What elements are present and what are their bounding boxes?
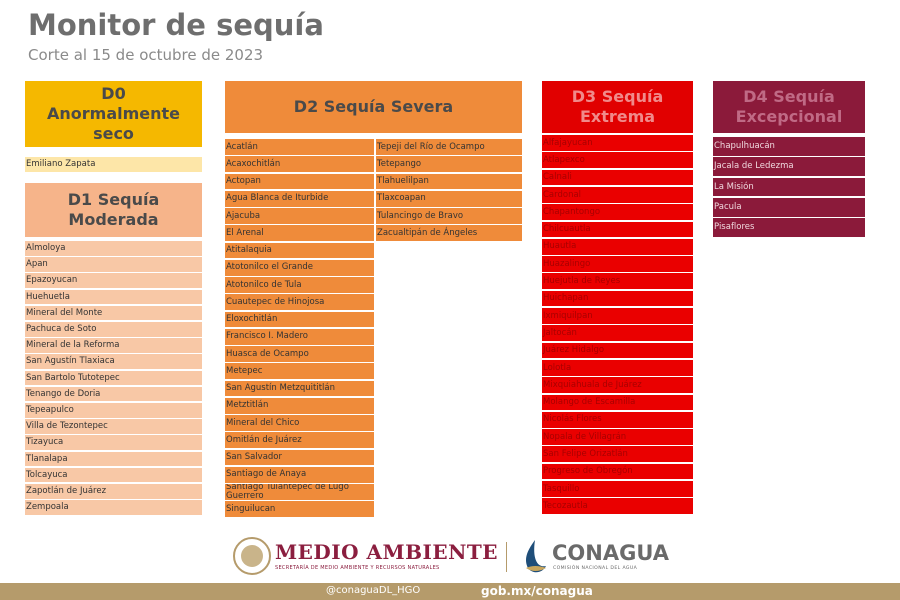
municipality: Pacula xyxy=(713,197,865,217)
emblem xyxy=(233,537,271,575)
divider xyxy=(506,542,507,572)
municipality: Acaxochitlán xyxy=(225,156,374,172)
municipality: Chapulhuacán xyxy=(713,137,865,156)
brand-subtitle: SECRETARÍA DE MEDIO AMBIENTE Y RECURSOS … xyxy=(275,565,440,571)
municipality: Zapotlán de Juárez xyxy=(25,484,202,499)
municipality: Tecozautla xyxy=(542,498,693,515)
municipality: Cardonal xyxy=(542,186,693,203)
category-header: D4 Sequía Excepcional xyxy=(713,81,865,133)
municipality: Tlanalapa xyxy=(25,451,202,467)
municipality: Zacualtipán de Ángeles xyxy=(376,225,522,241)
municipality: Nicolás Flores xyxy=(542,411,693,428)
category-header: D2 Sequía Severa xyxy=(225,81,522,133)
municipality: Zempoala xyxy=(25,500,202,515)
municipality: Acatlán xyxy=(225,139,374,155)
agency: CONAGUA xyxy=(552,541,669,565)
municipality: Mineral del Chico xyxy=(225,415,374,431)
municipality: Epazoyucan xyxy=(25,273,202,289)
municipality: Mineral del Monte xyxy=(25,305,202,321)
municipality: Tenango de Doria xyxy=(25,386,202,402)
municipality: Huasca de Ocampo xyxy=(225,346,374,362)
brand: MEDIO AMBIENTE xyxy=(275,540,499,564)
municipality: Huazalingo xyxy=(542,256,693,272)
website: gob.mx/conagua xyxy=(481,584,593,598)
municipality: Santiago Tulantepec de Lugo Guerrero xyxy=(225,484,374,500)
municipality: El Arenal xyxy=(225,225,374,241)
municipality: Emiliano Zapata xyxy=(25,157,202,172)
municipality: San Felipe Orizatlán xyxy=(542,446,693,463)
municipality: Singuilucan xyxy=(225,501,374,517)
municipality: Jacala de Ledezma xyxy=(713,157,865,177)
municipality: Alfajayucan xyxy=(542,135,693,151)
municipality: Huautla xyxy=(542,238,693,255)
municipality: Tepeapulco xyxy=(25,403,202,418)
municipality: Pisaflores xyxy=(713,218,865,237)
municipality: Atotonilco de Tula xyxy=(225,277,374,293)
municipality: Calnali xyxy=(542,169,693,186)
municipality: Villa de Tezontepec xyxy=(25,419,202,434)
municipality: Tlaxcoapan xyxy=(376,190,522,207)
municipality: Ixmiquilpan xyxy=(542,308,693,324)
municipality: Juárez Hidalgo xyxy=(542,342,693,359)
municipality: Tizayuca xyxy=(25,435,202,451)
social-handle: @conaguaDL_HGO xyxy=(326,585,421,596)
municipality: Tolcayuca xyxy=(25,467,202,483)
category-header: D1 Sequía Moderada xyxy=(25,183,202,237)
municipality: Mixquiahuala de Juárez xyxy=(542,377,693,393)
municipality: Tasquillo xyxy=(542,481,693,497)
municipality: Atotonilco el Grande xyxy=(225,259,374,276)
municipality: Metztitlán xyxy=(225,397,374,414)
municipality: Actopan xyxy=(225,173,374,190)
agency-subtitle: COMISIÓN NACIONAL DEL AGUA xyxy=(553,566,638,571)
municipality: Tlahuelilpan xyxy=(376,173,522,190)
municipality: Jaltocán xyxy=(542,325,693,342)
title: Monitor de sequía xyxy=(28,8,324,42)
municipality: San Bartolo Tutotepec xyxy=(25,370,202,386)
agency-logo xyxy=(526,540,546,573)
municipality: Almoloya xyxy=(25,241,202,256)
municipality: Lolotla xyxy=(542,359,693,376)
municipality: Tepeji del Río de Ocampo xyxy=(376,139,522,155)
municipality: San Agustín Tlaxiaca xyxy=(25,354,202,370)
category-header: D0 Anormalmente seco xyxy=(25,81,202,147)
municipality: Molango de Escamilla xyxy=(542,394,693,411)
municipality: Santiago de Anaya xyxy=(225,466,374,483)
municipality: La Misión xyxy=(713,177,865,197)
municipality: Chapantongo xyxy=(542,204,693,220)
municipality: Cuautepec de Hinojosa xyxy=(225,294,374,310)
municipality: Omitlán de Juárez xyxy=(225,432,374,448)
municipality: Pachuca de Soto xyxy=(25,322,202,337)
municipality: Atitalaquia xyxy=(225,242,374,259)
municipality: Tulancingo de Bravo xyxy=(376,208,522,224)
municipality: Progreso de Obregón xyxy=(542,463,693,480)
category-header: D3 Sequía Extrema xyxy=(542,81,693,133)
municipality: Atlapexco xyxy=(542,152,693,169)
municipality: Eloxochitlán xyxy=(225,311,374,328)
municipality: Nopala de Villagrán xyxy=(542,429,693,445)
municipality: Apan xyxy=(25,257,202,272)
municipality: Agua Blanca de Iturbide xyxy=(225,190,374,207)
municipality: Tetepango xyxy=(376,156,522,172)
subtitle: Corte al 15 de octubre de 2023 xyxy=(28,46,264,64)
municipality: Huichapan xyxy=(542,290,693,307)
municipality: Ajacuba xyxy=(225,208,374,224)
municipality: Francisco I. Madero xyxy=(225,328,374,345)
footer-bar xyxy=(0,583,900,600)
municipality: Mineral de la Reforma xyxy=(25,338,202,353)
municipality: Metepec xyxy=(225,363,374,379)
municipality: Chilcuautla xyxy=(542,221,693,238)
municipality: Huejutla de Reyes xyxy=(542,273,693,290)
municipality: San Agustín Metzquititlán xyxy=(225,380,374,397)
municipality: Huehuetla xyxy=(25,289,202,305)
municipality: San Salvador xyxy=(225,449,374,466)
